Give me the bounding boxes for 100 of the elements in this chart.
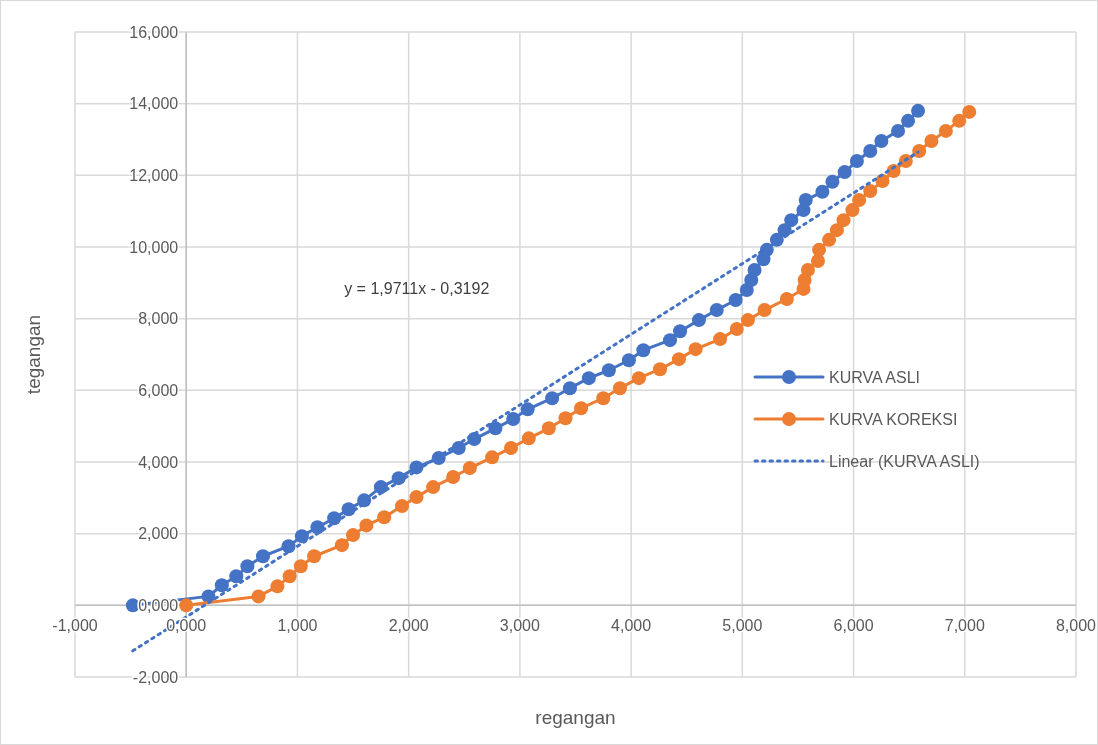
point (307, 549, 322, 564)
point (798, 193, 813, 208)
point (255, 549, 270, 564)
x-tick-label: 3,000 (499, 617, 541, 635)
point (822, 232, 837, 247)
point (506, 412, 521, 426)
point (334, 538, 349, 553)
point (728, 293, 743, 308)
point (740, 313, 755, 328)
point (541, 421, 556, 436)
point (691, 313, 706, 328)
y-tick-label: 8,000 (138, 310, 179, 328)
point (863, 143, 878, 158)
point (962, 104, 977, 119)
point (293, 559, 308, 574)
point (812, 242, 827, 257)
point (757, 303, 772, 318)
x-axis-title: regangan (535, 707, 616, 728)
point (270, 579, 285, 594)
y-tick-label: 6,000 (138, 381, 179, 399)
point (836, 213, 851, 228)
annotation: y = 1,9711x - 0,3192 (344, 279, 490, 297)
point (426, 480, 441, 495)
point (938, 123, 953, 138)
legend-label: Linear (KURVA ASLI) (829, 452, 980, 470)
y-tick-label: 12,000 (129, 166, 179, 184)
point (688, 342, 703, 357)
point (562, 381, 577, 396)
point (179, 598, 194, 613)
point (673, 324, 688, 339)
point (346, 528, 361, 543)
x-tick-label: 4,000 (611, 617, 652, 635)
point (671, 352, 686, 367)
point (251, 589, 266, 604)
point (845, 203, 860, 218)
x-tick-label: 7,000 (944, 617, 985, 635)
point (488, 421, 503, 436)
point (891, 123, 906, 138)
point (852, 193, 867, 208)
x-tick-label: 2,000 (388, 617, 429, 635)
point (924, 133, 939, 148)
x-tick-label: 8,000 (1055, 617, 1097, 635)
point (545, 391, 560, 406)
point (631, 371, 646, 386)
point (829, 223, 844, 238)
point (377, 510, 392, 525)
point (596, 391, 611, 406)
point (574, 401, 589, 416)
x-tick-label: 6,000 (833, 617, 874, 635)
point (621, 353, 636, 368)
point (729, 322, 744, 337)
point (409, 490, 424, 505)
point (653, 362, 668, 377)
point (911, 103, 926, 118)
point (815, 184, 830, 199)
y-axis-title: tegangan (23, 314, 44, 395)
point (713, 332, 728, 347)
point (503, 441, 518, 456)
point (747, 262, 762, 277)
y-tick-label: 10,000 (129, 238, 179, 256)
point (952, 113, 967, 128)
point (874, 133, 889, 148)
point (294, 529, 309, 544)
x-tick-label: 5,000 (722, 617, 763, 635)
point (784, 213, 799, 228)
point (520, 402, 535, 417)
point (558, 411, 573, 426)
x-tick-label: -1,000 (52, 617, 98, 635)
y-tick-label: 16,000 (129, 23, 179, 41)
legend-label: KURVA KOREKSI (829, 410, 958, 428)
legend-label: KURVA ASLI (829, 368, 921, 386)
point (849, 154, 864, 168)
x-tick-label: 1,000 (277, 617, 318, 635)
point (581, 371, 596, 386)
y-tick-label: 4,000 (138, 453, 179, 471)
point (779, 291, 794, 306)
point (800, 262, 815, 277)
point (214, 578, 229, 593)
point (636, 343, 651, 358)
y-tick-label: 14,000 (129, 95, 179, 113)
y-tick-label: 2,000 (138, 525, 179, 543)
point (485, 450, 500, 465)
point (394, 499, 409, 514)
point (601, 363, 616, 378)
point (229, 569, 244, 584)
point (446, 470, 461, 485)
point (359, 518, 374, 533)
point (612, 381, 627, 396)
point (521, 431, 536, 446)
point (912, 143, 927, 158)
point (863, 184, 878, 199)
point (709, 303, 724, 318)
point (837, 165, 852, 180)
point (240, 559, 255, 574)
point (825, 174, 840, 189)
point (282, 569, 297, 584)
point (901, 113, 916, 128)
y-tick-label: -2,000 (132, 668, 179, 686)
point (663, 333, 678, 348)
point (462, 461, 477, 476)
